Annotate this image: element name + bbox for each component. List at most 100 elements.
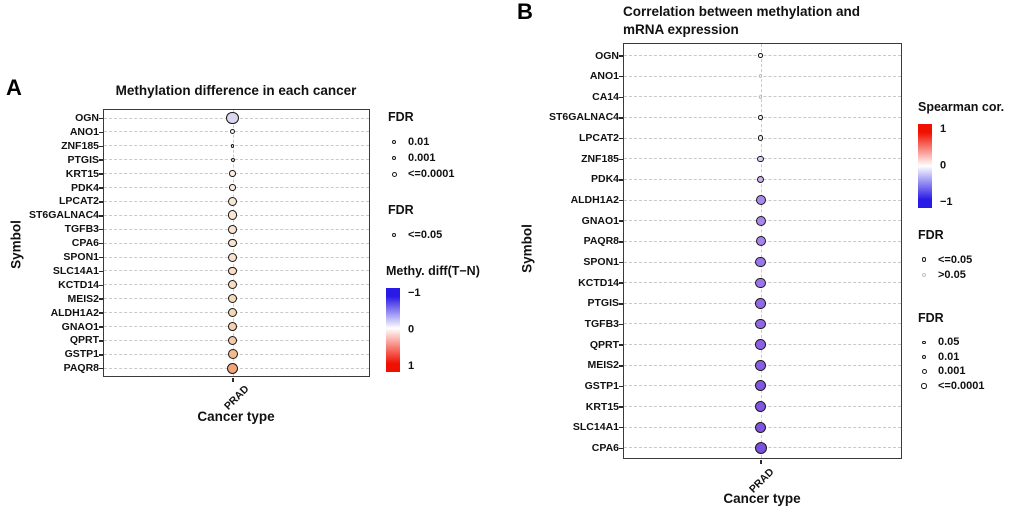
fdr-legend-items: <=0.05 [388, 227, 442, 243]
panel-a-dot-tgfb3 [228, 224, 237, 234]
colorbar-legend-title: Spearman cor. [918, 100, 1005, 114]
panel-a-ytick-label-ano1: ANO1 [69, 125, 99, 138]
legend-item-label: <=0.0001 [938, 379, 985, 392]
panel-a-plot-area [103, 109, 370, 377]
panel-b-dot-pdk4 [756, 175, 765, 184]
panel-b-dot-paqr8 [755, 236, 766, 247]
legend-dot-icon [391, 232, 397, 238]
panel-a-ytick-mark [98, 340, 103, 342]
panel-a-ytick-mark [98, 159, 103, 161]
colorbar-label-bottom: −1 [940, 196, 953, 208]
panel-b-fdr-size-legend-2: FDR 0.05 0.01 0.001 <=0.0001 [918, 311, 985, 393]
legend-dot-icon [921, 354, 927, 359]
legend-dot-wrap [388, 155, 400, 161]
panel-b-gridline-row [624, 75, 901, 77]
panel-b-dot-znf185 [757, 155, 764, 162]
legend-dot-icon [921, 368, 927, 374]
panel-a-ytick-label-lpcat2: LPCAT2 [58, 195, 99, 208]
legend-dot-wrap [918, 383, 930, 389]
panel-b-ytick-label-meis2: MEIS2 [587, 359, 619, 372]
panel-a-dot-kctd14 [228, 280, 237, 290]
legend-item-label: 0.01 [938, 350, 960, 363]
panel-a-ytick-label-krt15: KRT15 [65, 167, 99, 180]
fdr-legend-title: FDR [388, 110, 414, 124]
panel-a-ytick-label-meis2: MEIS2 [67, 292, 99, 305]
panel-a-ytick-mark [98, 187, 103, 189]
panel-a-ytick-mark [98, 228, 103, 231]
fdr-legend-title: FDR [918, 311, 944, 325]
panel-a-ytick-label-spon1: SPON1 [63, 251, 99, 263]
panel-a-x-axis-title: Cancer type [197, 409, 275, 424]
panel-b-ytick-label-spon1: SPON1 [583, 256, 619, 268]
panel-b-ytick-mark [618, 137, 623, 140]
colorbar-label-mid: 0 [940, 159, 947, 172]
legend-dot-icon [392, 140, 396, 144]
panel-b-dot-ano1 [758, 74, 763, 78]
panel-b-dot-gnao1 [755, 215, 766, 226]
panel-b-ytick-label-paqr8: PAQR8 [583, 235, 619, 248]
panel-b-ytick-label-qprt: QPRT [589, 338, 619, 351]
panel-a-gridline-row [104, 131, 369, 133]
panel-a-ytick-mark [98, 131, 103, 134]
panel-a-dot-meis2 [227, 294, 238, 304]
panel-b-ytick-mark [618, 261, 623, 264]
panel-a-ytick-mark [98, 354, 103, 356]
legend-item: <=0.0001 [918, 379, 985, 394]
panel-a-xtick-mark [232, 377, 234, 382]
colorbar-wrap: −1 0 1 [386, 288, 446, 372]
panel-b-ytick-label-aldh1a2: ALDH1A2 [570, 194, 619, 207]
panel-a-ytick-label-gnao1: GNAO1 [61, 320, 99, 333]
legend-dot-wrap [918, 340, 930, 344]
panel-a-dot-qprt [227, 335, 238, 346]
legend-dot-wrap [388, 232, 400, 238]
panel-b-dot-krt15 [755, 401, 766, 413]
panel-b-ytick-label-gstp1: GSTP1 [584, 379, 619, 392]
legend-item-label: <=0.05 [408, 229, 443, 241]
panel-a-ytick-mark [98, 270, 103, 273]
legend-item: 0.001 [918, 364, 985, 379]
panel-a-dot-aldh1a2 [228, 308, 237, 318]
panel-b-ytick-label-ogn: OGN [595, 49, 619, 62]
panel-b-ytick-mark [618, 75, 623, 78]
panel-a-ytick-label-pdk4: PDK4 [70, 181, 99, 194]
legend-item-label: 0.05 [938, 336, 960, 349]
panel-b-dot-ca14 [758, 95, 763, 99]
panel-a-ytick-label-qprt: QPRT [69, 334, 99, 347]
fdr-legend-title: FDR [918, 228, 944, 242]
panel-b-ytick-label-znf185: ZNF185 [581, 152, 619, 165]
panel-a-ytick-mark [98, 298, 103, 300]
panel-a-ytick-label-ptgis: PTGIS [67, 153, 99, 166]
panel-a-dot-slc14a1 [228, 266, 237, 276]
panel-b-fdr-size-legend-1: FDR <=0.05 >0.05 [918, 228, 972, 282]
legend-dot-wrap [388, 171, 400, 177]
panel-a-dot-ptgis [230, 157, 235, 162]
panel-b-dot-cpa6 [754, 441, 767, 454]
fdr-legend-items: <=0.05 >0.05 [918, 252, 972, 282]
colorbar-gradient [386, 288, 400, 372]
panel-b-ytick-mark [618, 220, 623, 222]
panel-a-ytick-mark [98, 117, 103, 120]
panel-b-ytick-mark [618, 303, 623, 305]
legend-dot-wrap [388, 140, 400, 144]
panel-a-dot-st6galnac4 [227, 210, 238, 221]
colorbar-gradient [918, 124, 932, 208]
panel-a-dot-krt15 [229, 170, 236, 177]
panel-a-dot-ano1 [230, 129, 235, 135]
panel-b-ytick-label-slc14a1: SLC14A1 [572, 421, 619, 434]
panel-a-ytick-label-cpa6: CPA6 [71, 237, 99, 250]
legend-item: 0.001 [388, 150, 455, 166]
panel-b-ytick-mark [618, 365, 623, 367]
panel-b-ytick-mark [618, 323, 623, 326]
panel-b-ytick-label-tgfb3: TGFB3 [584, 317, 619, 330]
panel-b-dot-meis2 [755, 359, 766, 371]
panel-b-dot-ptgis [755, 297, 766, 309]
panel-b-dot-aldh1a2 [755, 195, 766, 206]
panel-a-ytick-label-slc14a1: SLC14A1 [52, 264, 99, 277]
panel-b-colorbar-legend: Spearman cor. 1 0 −1 [918, 100, 1004, 208]
panel-b-ytick-mark [618, 406, 623, 408]
panel-a-ytick-mark [98, 173, 103, 175]
panel-a-dot-paqr8 [227, 362, 238, 374]
legend-item: <=0.05 [388, 227, 442, 243]
panel-a-colorbar-legend: Methy. diff(T−N) −1 0 1 [386, 264, 480, 372]
colorbar-legend-title: Methy. diff(T−N) [386, 264, 480, 278]
